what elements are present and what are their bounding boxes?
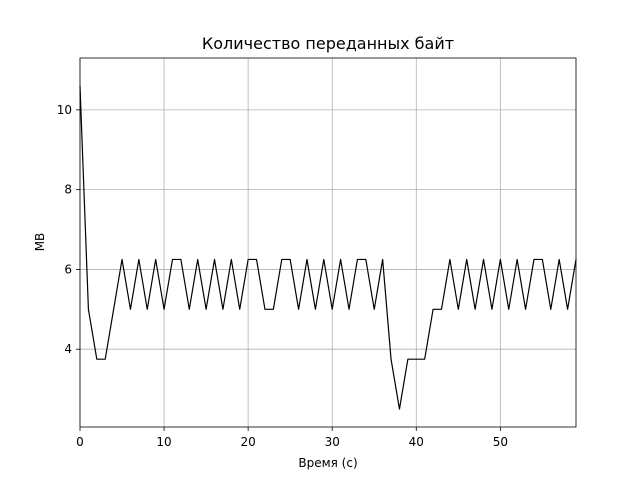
y-tick-label: 8	[64, 183, 72, 197]
y-tick-label: 4	[64, 342, 72, 356]
x-tick-label: 20	[240, 435, 255, 449]
y-tick-label: 10	[57, 103, 72, 117]
plot-frame	[79, 57, 577, 428]
x-tick-label: 40	[409, 435, 424, 449]
x-axis-ticks: 0 10 20 30 40 50	[76, 427, 508, 449]
x-tick-label: 10	[156, 435, 171, 449]
y-axis-ticks: 4 6 8 10	[57, 103, 80, 356]
x-tick-label: 30	[325, 435, 340, 449]
x-axis-label: Время (с)	[298, 456, 357, 470]
x-tick-label: 50	[493, 435, 508, 449]
chart-title: Количество переданных байт	[202, 34, 454, 53]
x-tick-label: 0	[76, 435, 84, 449]
grid-lines	[79, 58, 576, 427]
y-tick-label: 6	[64, 262, 72, 276]
series-line	[79, 85, 577, 410]
y-axis-label: MB	[33, 233, 47, 252]
